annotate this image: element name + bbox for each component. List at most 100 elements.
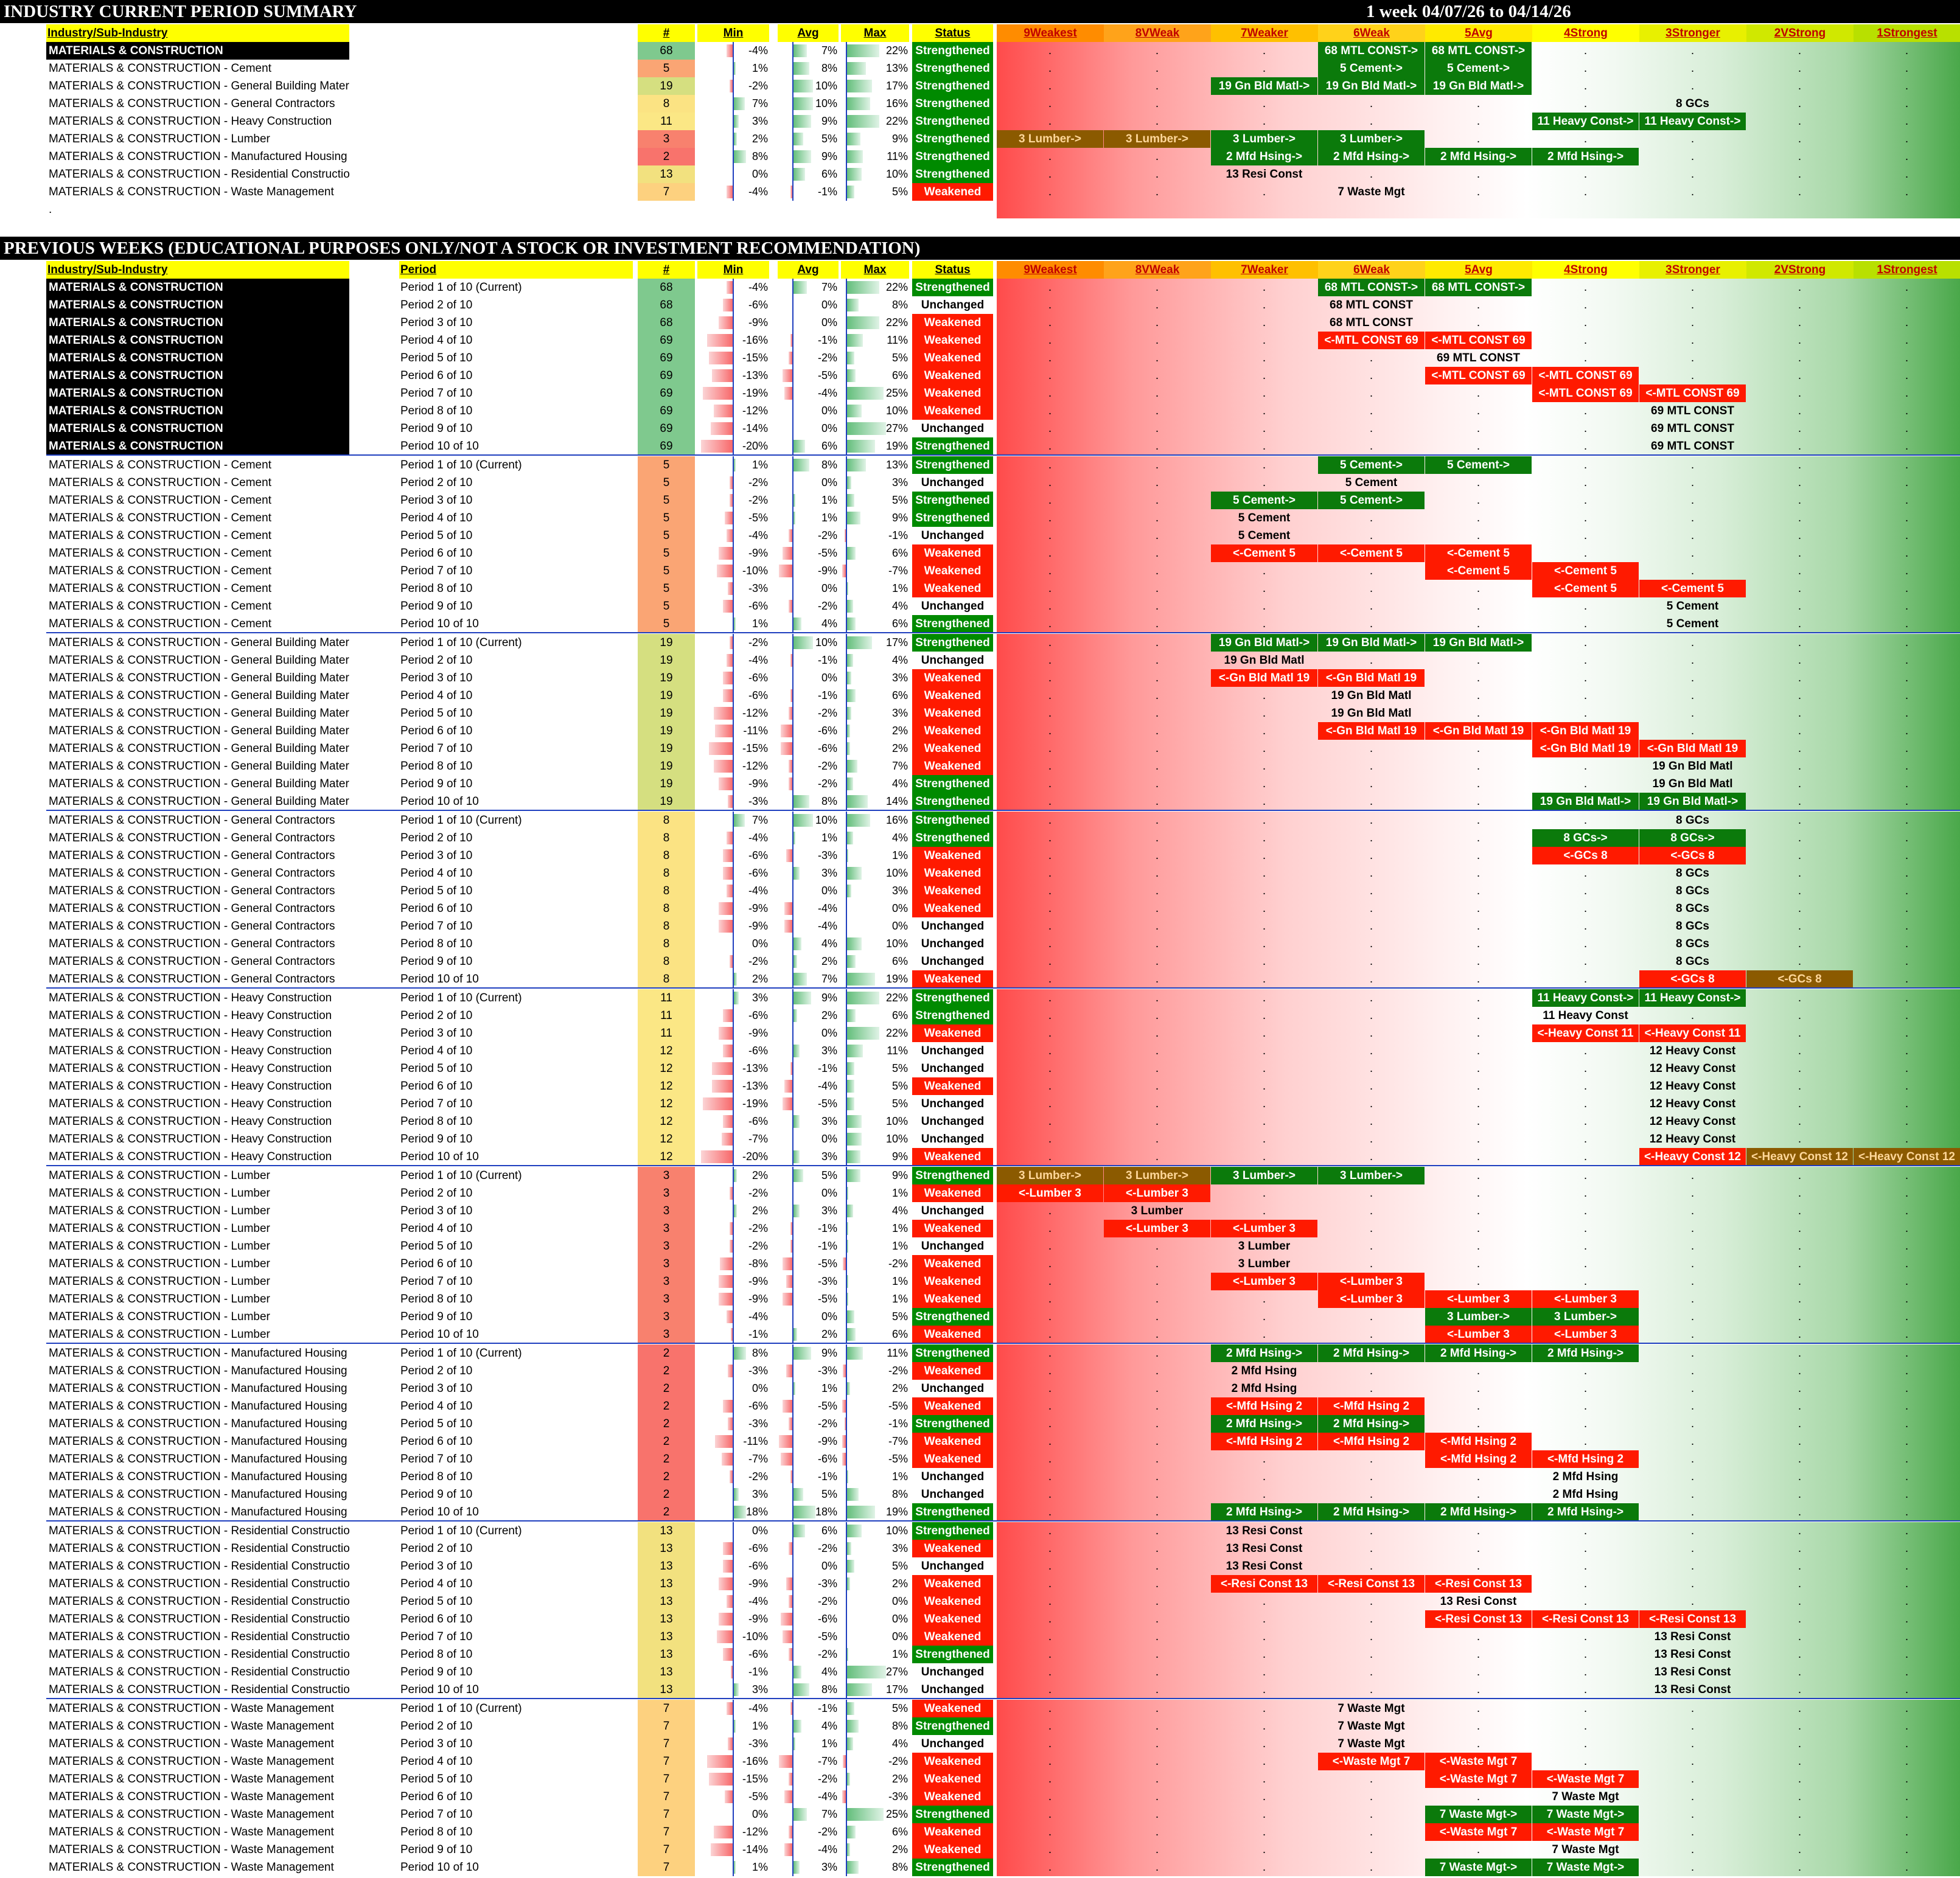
zero-axis bbox=[846, 562, 847, 580]
count-cell: 12 bbox=[638, 1060, 695, 1077]
min-cell: -4% bbox=[697, 1700, 769, 1717]
period-label: Period 5 of 10 bbox=[400, 352, 473, 364]
value-bar bbox=[734, 133, 738, 145]
level-tag: <-Mfd Hsing 2 bbox=[1318, 1397, 1425, 1415]
period-label: Period 7 of 10 bbox=[400, 387, 473, 400]
value-bar bbox=[723, 600, 733, 613]
value-bar bbox=[713, 405, 733, 417]
strength-gradient bbox=[997, 509, 1960, 527]
level-dot: . bbox=[1369, 1205, 1373, 1217]
value-text: -20% bbox=[742, 1150, 768, 1163]
value-bar bbox=[847, 476, 852, 489]
zero-axis bbox=[846, 669, 847, 687]
zero-axis bbox=[733, 183, 734, 201]
level-dot: . bbox=[1905, 1257, 1909, 1270]
level-dot: . bbox=[1583, 600, 1588, 613]
value-bar bbox=[780, 742, 792, 755]
status-badge: Unchanged bbox=[912, 652, 993, 669]
zero-axis bbox=[792, 1717, 793, 1735]
level-dot: . bbox=[1262, 1488, 1266, 1501]
avg-cell: 0% bbox=[778, 420, 839, 437]
table-row: MATERIALS & CONSTRUCTION - Residential C… bbox=[0, 1628, 1960, 1646]
min-cell: -15% bbox=[697, 349, 769, 367]
level-dot: . bbox=[1905, 582, 1909, 595]
level-dot: . bbox=[1798, 1613, 1802, 1626]
avg-cell: 0% bbox=[778, 314, 839, 332]
value-text: 11% bbox=[887, 150, 908, 162]
value-text: 14% bbox=[885, 795, 908, 807]
level-dot: . bbox=[1583, 973, 1588, 986]
level-tag: 3 Lumber bbox=[1238, 1240, 1291, 1253]
level-tag: 13 Resi Const bbox=[1654, 1666, 1731, 1678]
zero-axis bbox=[733, 1130, 734, 1148]
max-cell: 4% bbox=[841, 652, 909, 669]
avg-cell: 10% bbox=[778, 812, 839, 829]
level-dot: . bbox=[1048, 1009, 1052, 1022]
level-tag: <-Lumber 3 bbox=[1532, 1290, 1639, 1308]
value-text: -9% bbox=[748, 316, 768, 329]
value-text: -5% bbox=[817, 1257, 837, 1270]
value-text: -2% bbox=[817, 529, 837, 541]
count-cell: 19 bbox=[638, 669, 695, 687]
value-text: 9% bbox=[821, 992, 837, 1004]
level-dot: . bbox=[1690, 299, 1695, 311]
value-text: -6% bbox=[748, 1400, 768, 1412]
level-dot: . bbox=[1048, 1275, 1052, 1288]
level-dot: . bbox=[1262, 707, 1266, 720]
status-badge: Unchanged bbox=[912, 935, 993, 953]
value-text: -9% bbox=[817, 565, 837, 577]
value-text: -5% bbox=[817, 369, 837, 381]
value-text: -2% bbox=[748, 1187, 768, 1199]
level-dot: . bbox=[1369, 1222, 1373, 1235]
value-text: 0% bbox=[821, 299, 837, 311]
table-row: MATERIALS & CONSTRUCTION - Cement Period … bbox=[0, 456, 1960, 474]
level-tag: 3 Lumber-> bbox=[1104, 130, 1210, 148]
min-cell: -2% bbox=[697, 1468, 769, 1486]
strength-gradient bbox=[997, 1237, 1960, 1255]
level-dot: . bbox=[1155, 547, 1159, 560]
level-dot: . bbox=[1369, 422, 1373, 435]
level-dot: . bbox=[1798, 1257, 1802, 1270]
value-text: -4% bbox=[748, 1595, 768, 1607]
status-badge: Unchanged bbox=[912, 1468, 993, 1486]
industry-name: MATERIALS & CONSTRUCTION - General Build… bbox=[49, 777, 349, 790]
min-cell: -20% bbox=[697, 437, 769, 455]
level-tag: <-Resi Const 13 bbox=[1425, 1610, 1532, 1628]
status-badge: Strengthened bbox=[912, 492, 993, 509]
value-text: -3% bbox=[748, 795, 768, 807]
table-row: MATERIALS & CONSTRUCTION Period 6 of 10 69… bbox=[0, 367, 1960, 384]
max-cell: 8% bbox=[841, 1486, 909, 1503]
min-cell: 2% bbox=[697, 130, 769, 148]
industry-name: MATERIALS & CONSTRUCTION - General Build… bbox=[49, 654, 349, 667]
level-dot: . bbox=[1262, 617, 1266, 630]
level-dot: . bbox=[1048, 1382, 1052, 1395]
level-tag: <-MTL CONST 69 bbox=[1425, 367, 1532, 384]
level-tag: 68 MTL CONST-> bbox=[1425, 42, 1532, 60]
level-dot: . bbox=[1262, 725, 1266, 737]
status-badge: Weakened bbox=[912, 757, 993, 775]
value-text: 8% bbox=[821, 459, 837, 471]
value-text: -7% bbox=[888, 1435, 908, 1447]
group-separator bbox=[46, 987, 1960, 989]
industry-name: MATERIALS & CONSTRUCTION - Lumber bbox=[49, 1222, 270, 1235]
status-badge: Strengthened bbox=[912, 437, 993, 455]
level-dot: . bbox=[1476, 832, 1480, 844]
avg-cell: 6% bbox=[778, 165, 839, 183]
zero-axis bbox=[792, 509, 793, 527]
value-text: 19% bbox=[885, 440, 908, 452]
level-dot: . bbox=[1048, 334, 1052, 347]
status-badge: Weakened bbox=[912, 349, 993, 367]
value-text: 0% bbox=[891, 1630, 908, 1643]
value-text: 8% bbox=[891, 1861, 908, 1873]
zero-axis bbox=[733, 1380, 734, 1397]
value-text: 7% bbox=[821, 1808, 837, 1820]
status-badge: Strengthened bbox=[912, 1503, 993, 1521]
level-dot: . bbox=[1690, 1488, 1695, 1501]
level-dot: . bbox=[1583, 1702, 1588, 1715]
avg-cell: 2% bbox=[778, 1326, 839, 1343]
previous-title: PREVIOUS WEEKS (EDUCATIONAL PURPOSES ONL… bbox=[4, 238, 921, 258]
level-dot: . bbox=[1798, 1115, 1802, 1128]
level-dot: . bbox=[1369, 1488, 1373, 1501]
level-dot: . bbox=[1798, 44, 1802, 57]
value-text: 1% bbox=[891, 1240, 908, 1252]
